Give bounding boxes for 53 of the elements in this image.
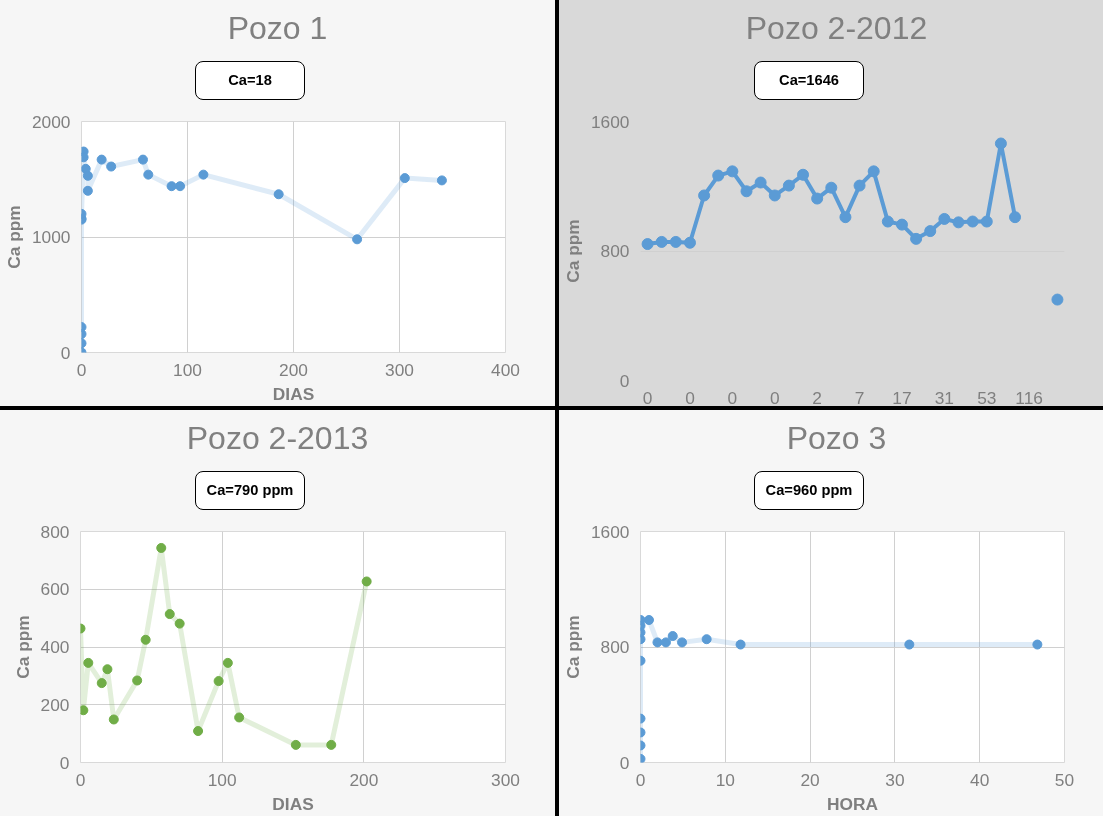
- x-axis-title: DIAS: [272, 793, 314, 814]
- x-tick-label: 0: [76, 359, 87, 380]
- x-tick-label: 0: [769, 387, 780, 408]
- x-axis-title: DIAS: [272, 383, 315, 404]
- x-tick-label: 10: [715, 769, 735, 790]
- x-tick-label: 0: [642, 387, 653, 408]
- x-tick-label: 53: [977, 387, 997, 408]
- y-axis-title: Ca ppm: [562, 219, 583, 283]
- x-tick-label: 20: [800, 769, 820, 790]
- x-tick-label: 300: [385, 359, 414, 380]
- y-tick-label: 2000: [31, 111, 71, 132]
- text: Ca=1646: [754, 61, 864, 100]
- x-tick-label: 0: [727, 387, 738, 408]
- x-tick-label: 30: [885, 769, 905, 790]
- y-tick-label: 200: [40, 694, 70, 715]
- x-tick-label: 300: [491, 769, 520, 790]
- chart-title: Pozo 2-2013: [186, 419, 369, 458]
- y-tick-label: 1600: [590, 111, 630, 132]
- x-tick-label: 50: [1054, 769, 1075, 790]
- y-tick-label: 1000: [31, 227, 71, 247]
- y-tick-label: 800: [40, 521, 70, 542]
- x-tick-label: 100: [173, 359, 202, 380]
- y-tick-label: 1600: [590, 521, 630, 542]
- chart-title: Pozo 3: [786, 419, 887, 458]
- x-tick-label: 40: [970, 769, 990, 790]
- y-tick-label: 400: [40, 637, 70, 657]
- x-tick-label: 400: [491, 359, 520, 380]
- x-tick-label: 2: [812, 387, 822, 408]
- text: Ca=790 ppm: [195, 471, 305, 510]
- x-tick-label: 31: [934, 387, 955, 408]
- x-tick-label: 100: [207, 769, 237, 790]
- y-tick-label: 600: [40, 579, 70, 600]
- y-axis-title: Ca ppm: [3, 205, 24, 269]
- x-tick-label: 200: [279, 359, 308, 380]
- x-tick-label: 0: [635, 769, 646, 790]
- x-tick-label: 0: [685, 387, 695, 408]
- x-tick-label: 200: [349, 769, 379, 790]
- text: Ca=960 ppm: [754, 471, 864, 510]
- chart-title: Pozo 1: [227, 9, 328, 48]
- x-axis-title: HORA: [826, 793, 879, 814]
- y-axis-title: Ca ppm: [562, 615, 583, 679]
- text: Ca=18: [195, 61, 305, 100]
- y-tick-label: 800: [600, 241, 630, 261]
- y-tick-label: 0: [619, 752, 630, 773]
- y-axis-title: Ca ppm: [12, 615, 33, 679]
- x-tick-label: 0: [75, 769, 86, 790]
- chart-title: Pozo 2-2012: [745, 9, 928, 48]
- x-tick-label: 7: [854, 387, 865, 408]
- y-tick-label: 0: [59, 752, 70, 773]
- x-tick-label: 116: [1015, 387, 1043, 408]
- y-tick-label: 800: [600, 637, 630, 657]
- x-tick-label: 17: [892, 387, 912, 408]
- y-tick-label: 0: [60, 342, 71, 363]
